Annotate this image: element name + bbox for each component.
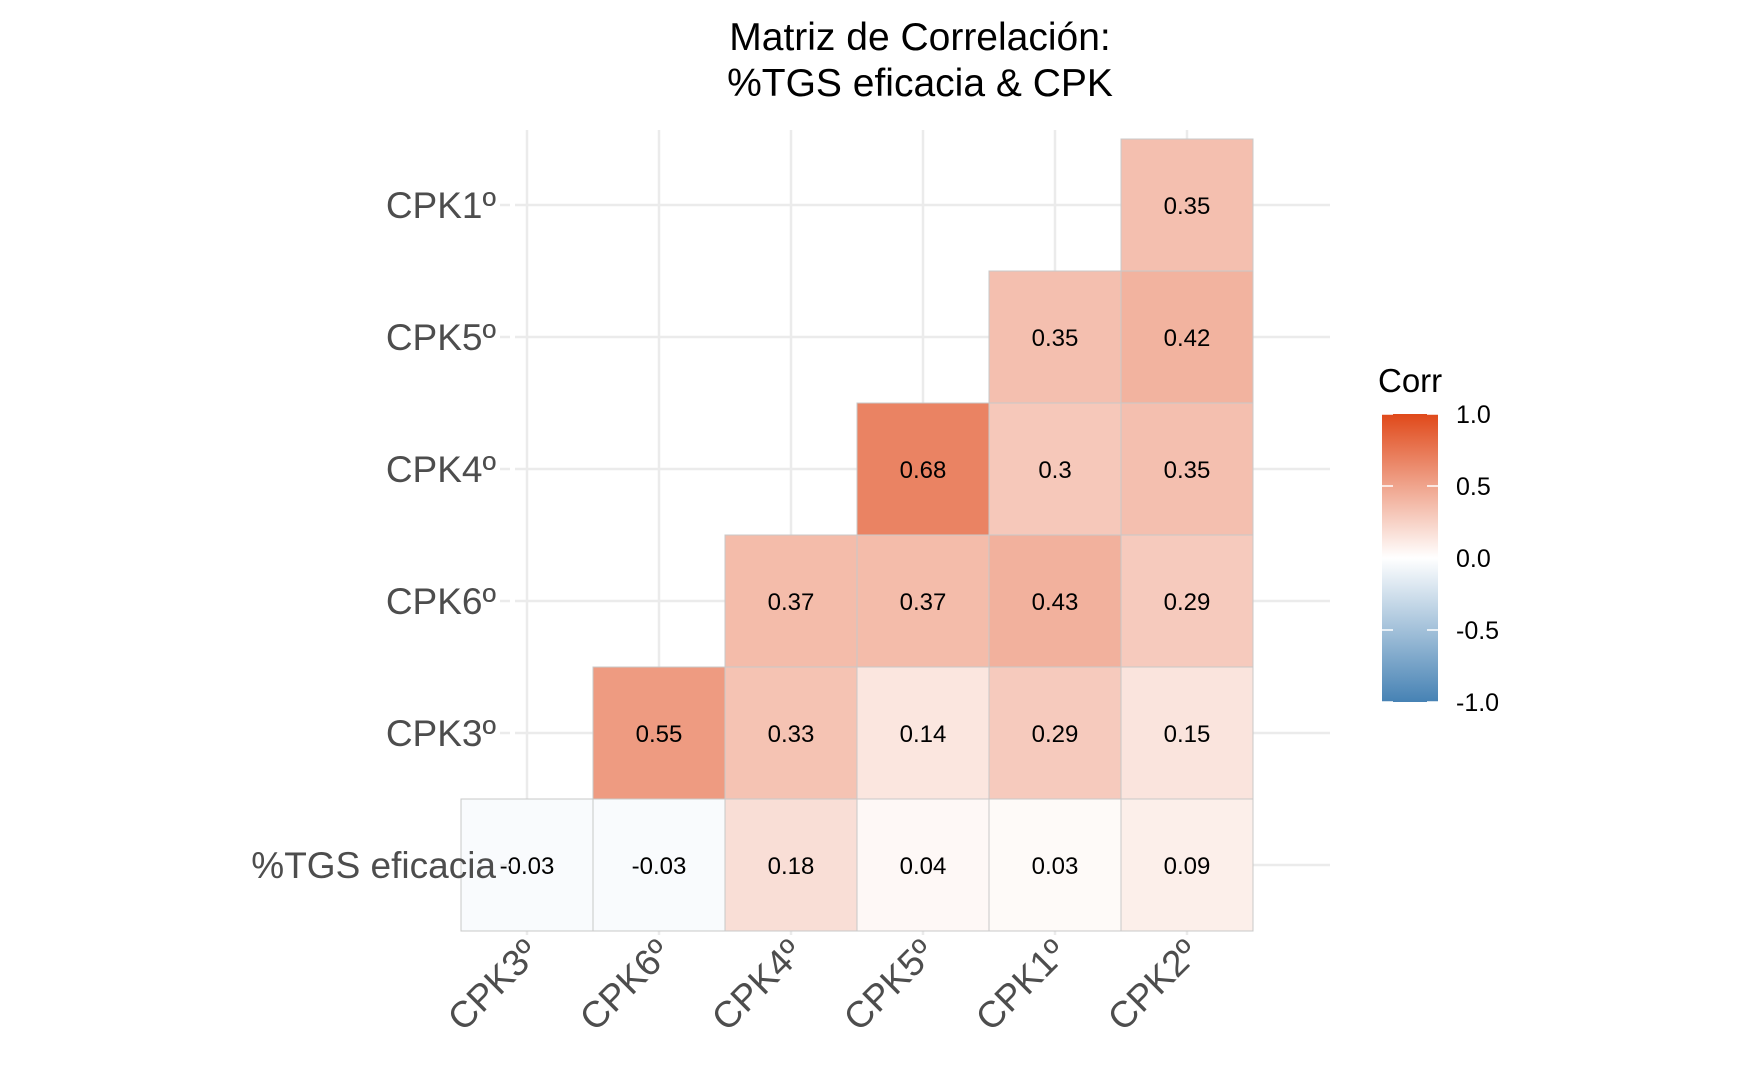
cell-value-label: 0.09 xyxy=(1164,853,1211,880)
cell-value-label: 0.04 xyxy=(900,853,947,880)
cell-value-label: 0.43 xyxy=(1032,589,1079,616)
x-axis-tick-label: CPK3º xyxy=(440,931,547,1038)
chart-title-line1: Matriz de Correlación: xyxy=(729,16,1110,59)
cell-value-label: 0.68 xyxy=(900,457,947,484)
heatmap-cell xyxy=(1120,138,1254,272)
cell-value-label: 0.37 xyxy=(900,589,947,616)
x-axis-tick-label: CPK5º xyxy=(836,931,943,1038)
y-axis-tick-label: CPK6º xyxy=(386,581,497,622)
cell-value-label: 0.35 xyxy=(1032,325,1079,352)
cell-value-label: 0.37 xyxy=(768,589,815,616)
legend-tick-label: 0.0 xyxy=(1456,545,1491,573)
cell-value-label: -0.03 xyxy=(632,853,687,880)
heatmap-cell xyxy=(724,666,858,800)
legend-tick-label: 1.0 xyxy=(1456,401,1491,429)
x-axis: CPK3º CPK6º CPK4º CPK5º CPK1º CPK2º xyxy=(440,931,1207,1038)
cell-value-label: 0.55 xyxy=(636,721,683,748)
heatmap-cell xyxy=(988,798,1122,932)
chart-title-line2: %TGS eficacia & CPK xyxy=(727,62,1113,105)
heatmap-cell xyxy=(988,402,1122,536)
cell-value-label: 0.18 xyxy=(768,853,815,880)
heatmap-cell xyxy=(460,798,594,932)
y-axis-tick-label: CPK5º xyxy=(386,317,497,358)
heatmap-cell xyxy=(856,534,990,668)
legend-tick-label: -0.5 xyxy=(1456,617,1499,645)
heatmap-cell xyxy=(1120,534,1254,668)
heatmap-cell xyxy=(988,534,1122,668)
x-axis-tick-label: CPK4º xyxy=(704,931,811,1038)
legend-title: Corr xyxy=(1378,362,1442,399)
heatmap-cell xyxy=(1120,270,1254,404)
heatmap-cell xyxy=(856,402,990,536)
legend-tick-label: 0.5 xyxy=(1456,473,1491,501)
heatmap-cell xyxy=(988,666,1122,800)
heatmap-cell xyxy=(1120,666,1254,800)
x-axis-tick-label: CPK6º xyxy=(572,931,679,1038)
legend-tick-label: -1.0 xyxy=(1456,689,1499,717)
heatmap-cells xyxy=(460,138,1254,932)
cell-value-label: 0.29 xyxy=(1164,589,1211,616)
cell-value-label: 0.29 xyxy=(1032,721,1079,748)
legend: Corr 1.0 0.5 0.0 -0.5 -1.0 xyxy=(1378,362,1499,717)
y-axis: %TGS eficacia CPK3º CPK6º CPK4º CPK5º CPK1º xyxy=(251,185,510,886)
heatmap-cell xyxy=(592,666,726,800)
heatmap-cell xyxy=(724,534,858,668)
cell-value-label: -0.03 xyxy=(500,853,555,880)
y-axis-tick-label: CPK3º xyxy=(386,713,497,754)
cell-value-label: 0.42 xyxy=(1164,325,1211,352)
heatmap-cell xyxy=(592,798,726,932)
cell-value-label: 0.3 xyxy=(1038,457,1071,484)
y-axis-tick-label: CPK1º xyxy=(386,185,497,226)
heatmap-cell xyxy=(1120,798,1254,932)
heatmap-cell xyxy=(988,270,1122,404)
cell-value-label: 0.35 xyxy=(1164,457,1211,484)
cell-labels: -0.03 -0.03 0.18 0.04 0.03 0.09 0.55 0.33 0.14 0.… xyxy=(500,193,1211,880)
x-axis-tick-label: CPK1º xyxy=(968,931,1075,1038)
y-axis-tick-label: %TGS eficacia xyxy=(251,845,496,886)
cell-value-label: 0.15 xyxy=(1164,721,1211,748)
y-axis-tick-label: CPK4º xyxy=(386,449,497,490)
cell-value-label: 0.33 xyxy=(768,721,815,748)
heatmap-cell xyxy=(1120,402,1254,536)
cell-value-label: 0.35 xyxy=(1164,193,1211,220)
cell-value-label: 0.03 xyxy=(1032,853,1079,880)
x-axis-tick-label: CPK2º xyxy=(1100,931,1207,1038)
cell-value-label: 0.14 xyxy=(900,721,947,748)
